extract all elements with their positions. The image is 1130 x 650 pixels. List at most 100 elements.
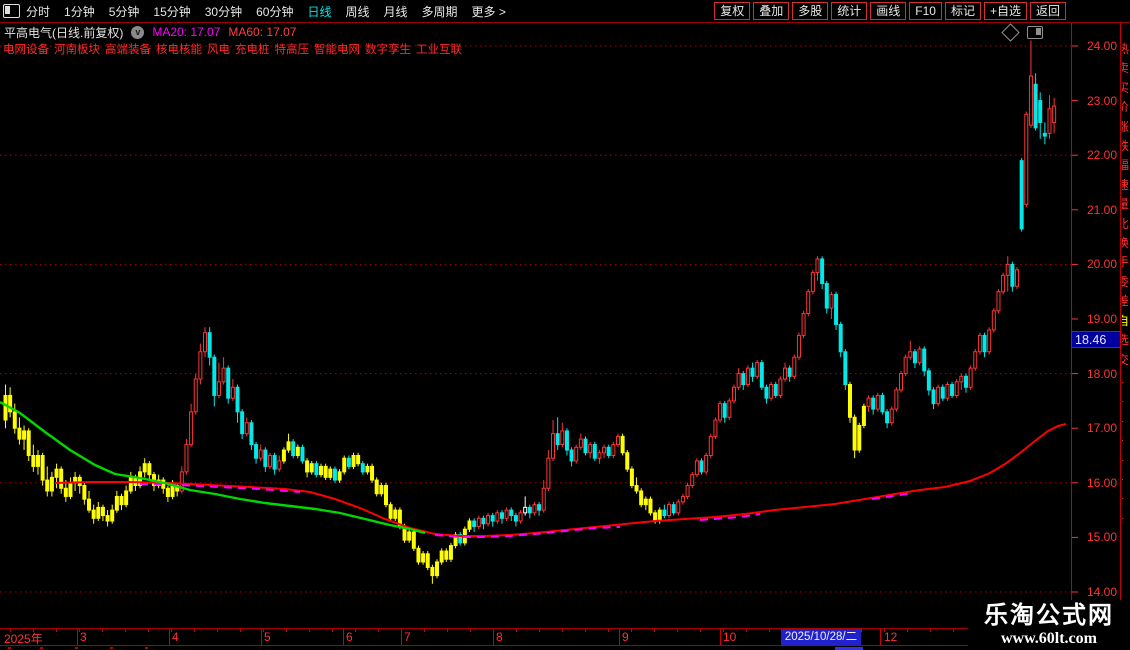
month-label: 5 bbox=[264, 630, 271, 644]
date-tick bbox=[217, 629, 218, 632]
date-tick bbox=[677, 629, 678, 632]
toolbar-button-标记[interactable]: 标记 bbox=[944, 2, 981, 20]
date-tick bbox=[631, 629, 632, 632]
cropped-ui-fragment bbox=[145, 647, 148, 649]
price-label: 24.00 bbox=[1086, 39, 1117, 53]
side-panel-glyph: 1 bbox=[1122, 486, 1130, 505]
toolbar-button-复权[interactable]: 复权 bbox=[714, 2, 751, 20]
cropped-ui-fragment bbox=[835, 647, 863, 650]
period-item-30分钟[interactable]: 30分钟 bbox=[204, 4, 243, 19]
date-tick bbox=[424, 629, 425, 632]
date-tick bbox=[930, 629, 931, 632]
side-panel-glyph: 1 bbox=[1122, 506, 1130, 525]
chevron-down-icon[interactable]: v bbox=[131, 25, 145, 39]
sector-tag[interactable]: 智能电网 bbox=[314, 44, 360, 56]
date-tick bbox=[516, 629, 517, 632]
window-layout-icon[interactable] bbox=[3, 4, 20, 18]
period-item-更多 >[interactable]: 更多 > bbox=[471, 4, 506, 19]
side-panel-glyph: 卖 bbox=[1122, 61, 1130, 76]
side-panel-glyph: 换 bbox=[1122, 236, 1130, 251]
sector-tag[interactable]: 特高压 bbox=[274, 44, 310, 56]
date-tick bbox=[769, 629, 770, 632]
toolbar-button-返回[interactable]: 返回 bbox=[1029, 2, 1066, 20]
month-divider bbox=[880, 629, 881, 645]
period-item-月线[interactable]: 月线 bbox=[383, 4, 408, 19]
date-tick bbox=[654, 629, 655, 632]
month-label: 9 bbox=[622, 630, 629, 644]
date-tick bbox=[125, 629, 126, 632]
side-panel-glyph: 1 bbox=[1122, 448, 1130, 467]
month-divider bbox=[720, 629, 721, 645]
date-tick bbox=[33, 629, 34, 632]
month-label: 2025年 bbox=[4, 632, 43, 646]
month-divider bbox=[169, 629, 170, 645]
price-label: 20.00 bbox=[1086, 257, 1117, 272]
sector-tag[interactable]: 核电核能 bbox=[156, 44, 202, 56]
side-panel-glyph: 交 bbox=[1122, 352, 1130, 367]
price-highlight-badge: 18.46 bbox=[1071, 331, 1121, 348]
toolbar-buttons: 复权 叠加 多股 统计 画线 F10 标记 +自选 返回 bbox=[714, 2, 1130, 20]
sector-tag[interactable]: 高端装备 bbox=[105, 44, 151, 56]
period-item-5分钟[interactable]: 5分钟 bbox=[108, 4, 140, 19]
period-item-60分钟[interactable]: 60分钟 bbox=[256, 4, 294, 19]
side-panel-glyph: 差 bbox=[1122, 294, 1130, 309]
period-item-周线[interactable]: 周线 bbox=[345, 4, 370, 19]
date-tick bbox=[286, 629, 287, 632]
period-menu: 分时 1分钟 5分钟 15分钟 30分钟 60分钟 日线 周线 月线 多周期 更多 > bbox=[26, 3, 506, 20]
cropped-ui-fragment bbox=[40, 647, 43, 649]
side-panel-glyph: 1 bbox=[1122, 389, 1130, 408]
toolbar-button-F10[interactable]: F10 bbox=[909, 2, 942, 20]
toolbar-button-统计[interactable]: 统计 bbox=[831, 2, 868, 20]
side-panel-glyph: 跌 bbox=[1122, 139, 1130, 154]
period-item-日线[interactable]: 日线 bbox=[307, 4, 332, 19]
sector-tag[interactable]: 风电 bbox=[207, 44, 230, 56]
top-toolbar: 分时 1分钟 5分钟 15分钟 30分钟 60分钟 日线 周线 月线 多周期 更多 > 复权 叠加 多股… bbox=[0, 0, 1130, 23]
date-tick bbox=[562, 629, 563, 632]
month-divider bbox=[401, 629, 402, 645]
period-item-分时[interactable]: 分时 bbox=[26, 4, 51, 19]
side-panel-glyph: 选 bbox=[1122, 333, 1130, 348]
side-panel-glyph: 1 bbox=[1122, 370, 1130, 389]
side-panel-glyph: 比 bbox=[1122, 216, 1130, 231]
period-item-多周期[interactable]: 多周期 bbox=[421, 4, 458, 19]
date-tick bbox=[79, 629, 80, 632]
sector-tag[interactable]: 充电桩 bbox=[235, 44, 270, 56]
sector-tag[interactable]: 数字孪生 bbox=[365, 44, 411, 56]
diamond-icon[interactable] bbox=[1001, 23, 1020, 42]
date-tick bbox=[378, 629, 379, 632]
date-axis[interactable]: 2025年 3 4 5 6 7 8 9 10 12 bbox=[0, 628, 1071, 646]
date-tick bbox=[102, 629, 103, 632]
price-label: 22.00 bbox=[1086, 148, 1117, 163]
month-divider bbox=[77, 629, 78, 645]
toolbar-button-多股[interactable]: 多股 bbox=[792, 2, 829, 20]
toolbar-button-叠加[interactable]: 叠加 bbox=[753, 2, 790, 20]
toolbar-button-画线[interactable]: 画线 bbox=[870, 2, 907, 20]
month-label: 6 bbox=[346, 630, 353, 644]
toolbar-button-+自选[interactable]: +自选 bbox=[983, 2, 1027, 20]
sector-tag[interactable]: 工业互联 bbox=[416, 44, 462, 56]
date-tick bbox=[240, 629, 241, 632]
date-tick bbox=[884, 629, 885, 632]
sector-tag[interactable]: 电网设备 bbox=[3, 44, 49, 56]
side-panel-glyph: 1 bbox=[1122, 467, 1130, 486]
period-item-1分钟[interactable]: 1分钟 bbox=[64, 4, 95, 19]
cropped-ui-fragment bbox=[75, 647, 78, 649]
sector-tag[interactable]: 河南板块 bbox=[54, 44, 100, 56]
side-panel-glyph: 价 bbox=[1122, 100, 1130, 115]
period-item-15分钟[interactable]: 15分钟 bbox=[153, 4, 191, 19]
month-label: 8 bbox=[496, 630, 503, 644]
price-label: 17.00 bbox=[1086, 421, 1117, 436]
price-label: 23.00 bbox=[1086, 93, 1117, 108]
split-pane-icon[interactable] bbox=[1027, 26, 1043, 39]
price-label: 15.00 bbox=[1086, 530, 1117, 545]
month-divider bbox=[619, 629, 620, 645]
price-label: 18.00 bbox=[1086, 366, 1117, 381]
date-tick bbox=[608, 629, 609, 632]
chart-legend: 平高电气(日线.前复权) v MA20: 17.07 MA60: 17.07 bbox=[4, 24, 296, 40]
date-tick bbox=[56, 629, 57, 632]
stock-title: 平高电气(日线.前复权) bbox=[4, 25, 124, 40]
side-panel-glyph: 1 bbox=[1122, 428, 1130, 447]
month-label: 10 bbox=[723, 630, 737, 644]
